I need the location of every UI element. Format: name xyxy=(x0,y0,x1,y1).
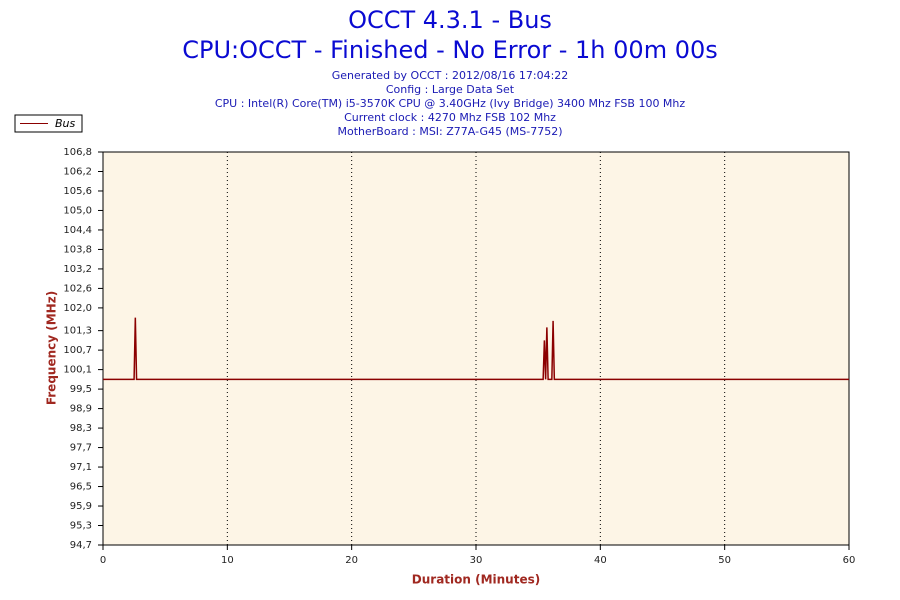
chart-subtitle: CPU:OCCT - Finished - No Error - 1h 00m … xyxy=(182,36,718,64)
chart-title: OCCT 4.3.1 - Bus xyxy=(348,6,552,34)
y-tick-label: 98,3 xyxy=(70,423,92,434)
y-tick-label: 101,3 xyxy=(63,326,92,337)
y-tick-label: 95,9 xyxy=(70,501,92,512)
y-axis-title: Frequency (MHz) xyxy=(45,291,59,405)
y-tick-label: 95,3 xyxy=(70,521,92,532)
y-tick-label: 102,0 xyxy=(63,303,92,314)
y-tick-label: 96,5 xyxy=(70,482,92,493)
y-tick-label: 102,6 xyxy=(63,283,92,294)
y-tick-label: 97,1 xyxy=(70,462,92,473)
legend-label: Bus xyxy=(55,117,76,130)
y-tick-label: 98,9 xyxy=(70,404,92,415)
y-tick-label: 106,2 xyxy=(63,166,92,177)
y-tick-label: 100,1 xyxy=(63,365,92,376)
y-tick-label: 97,7 xyxy=(70,443,92,454)
info-line: CPU : Intel(R) Core(TM) i5-3570K CPU @ 3… xyxy=(215,97,686,110)
data-line xyxy=(103,317,849,381)
y-tick-label: 94,7 xyxy=(70,540,92,551)
x-tick-label: 20 xyxy=(345,555,358,566)
legend-box xyxy=(14,114,83,133)
x-tick-label: 50 xyxy=(718,555,731,566)
y-tick-label: 104,4 xyxy=(63,225,92,236)
x-tick-label: 10 xyxy=(221,555,234,566)
y-tick-label: 106,8 xyxy=(63,147,92,158)
x-tick-label: 0 xyxy=(100,555,106,566)
info-line: Current clock : 4270 Mhz FSB 102 Mhz xyxy=(344,111,556,124)
y-tick-label: 105,6 xyxy=(63,186,92,197)
x-tick-label: 30 xyxy=(470,555,483,566)
y-tick-label: 100,7 xyxy=(63,345,92,356)
y-tick-label: 103,2 xyxy=(63,264,92,275)
info-line: Generated by OCCT : 2012/08/16 17:04:22 xyxy=(332,69,569,82)
y-tick-label: 99,5 xyxy=(70,384,92,395)
y-tick-label: 105,0 xyxy=(63,205,92,216)
x-tick-label: 40 xyxy=(594,555,607,566)
x-axis-title: Duration (Minutes) xyxy=(412,573,540,587)
y-tick-label: 103,8 xyxy=(63,244,92,255)
x-tick-label: 60 xyxy=(843,555,856,566)
info-line: MotherBoard : MSI: Z77A-G45 (MS-7752) xyxy=(338,125,563,138)
info-line: Config : Large Data Set xyxy=(386,83,515,96)
